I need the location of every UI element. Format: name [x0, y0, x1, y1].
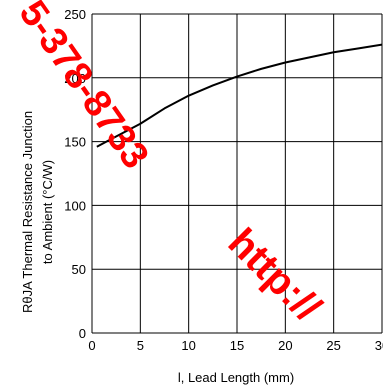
y-tick-label: 200: [64, 71, 86, 86]
series-line: [96, 43, 383, 148]
y-axis-label-line2: to Ambient (°C/W): [40, 160, 55, 264]
tick-label-layer: 0 5 10 15 20 25 30 0 50 100 150 200 250: [64, 7, 383, 353]
y-tick-label: 150: [64, 135, 86, 150]
x-tick-label: 10: [181, 338, 195, 353]
series-layer: [96, 43, 383, 148]
x-tick-label: 25: [326, 338, 340, 353]
x-tick-label: 20: [278, 338, 292, 353]
x-axis-label: l, Lead Length (mm): [178, 370, 294, 385]
y-tick-label: 250: [64, 7, 86, 22]
grid-layer: [91, 13, 383, 334]
y-tick-label: 50: [72, 262, 86, 277]
x-tick-label: 15: [230, 338, 244, 353]
y-tick-label: 100: [64, 198, 86, 213]
x-tick-label: 0: [88, 338, 95, 353]
x-tick-label: 5: [137, 338, 144, 353]
y-axis-label-line1: RθJA Thermal Resistance Junction: [20, 111, 35, 313]
y-tick-label: 0: [79, 326, 86, 341]
x-tick-label: 30: [375, 338, 383, 353]
watermark-text-2: http://: [220, 220, 330, 330]
